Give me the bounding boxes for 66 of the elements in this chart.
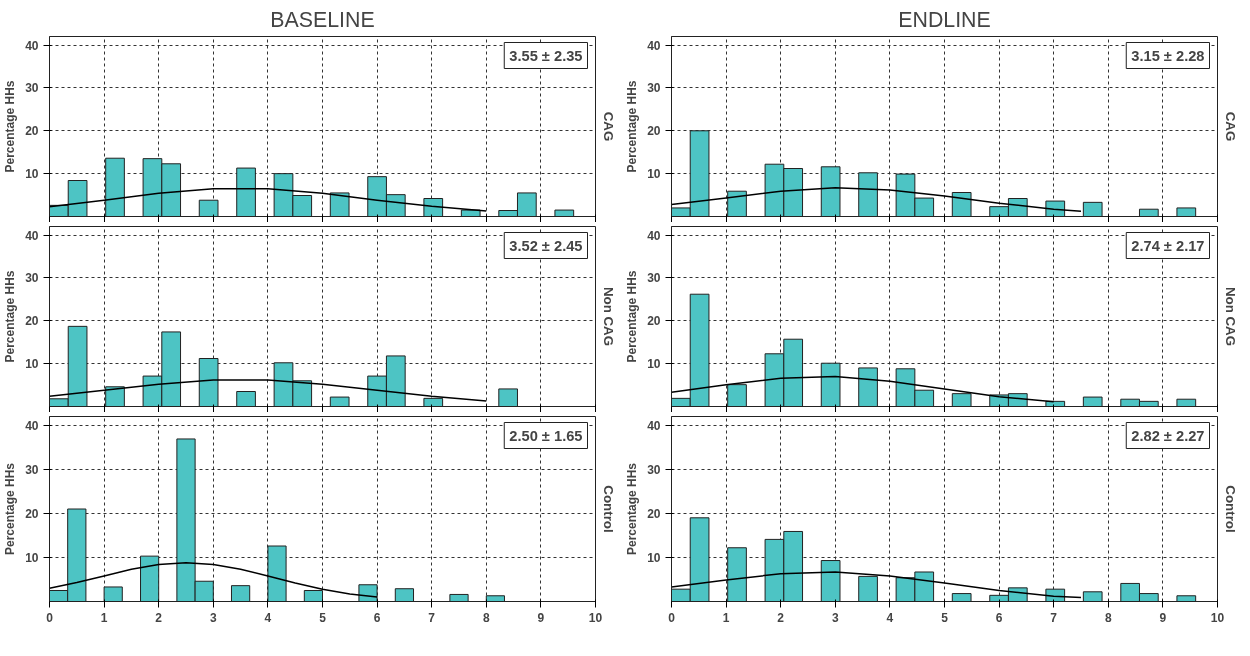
y-tick-label: 20 [647,506,661,521]
y2-axis-title: CAG [1222,111,1238,142]
x-tick-label: 0 [46,610,54,625]
y-axis-title: Percentage HHs [3,80,18,173]
y-tick-label: 30 [647,271,661,286]
y-tick-label: 30 [647,81,661,96]
y-axis-title: Percentage HHs [625,270,640,363]
y-tick-label: 40 [25,38,39,53]
x-tick-label: 2 [777,610,785,625]
y-tick-label: 30 [25,462,39,477]
y-tick-label: 10 [647,167,661,182]
chart-title: ENDLINE [898,7,991,32]
x-tick-label: 2 [155,610,163,625]
y-tick-label: 30 [647,462,661,477]
y-tick-label: 10 [25,357,39,372]
y-tick-label: 20 [647,124,661,139]
x-tick-label: 3 [831,610,839,625]
y-tick-label: 10 [25,550,39,565]
annotation: 2.82 ± 2.27 [1131,427,1205,444]
annotation: 2.74 ± 2.17 [1131,237,1205,254]
x-tick-label: 6 [373,610,381,625]
y-tick-label: 30 [25,271,39,286]
y-tick-label: 30 [25,81,39,96]
x-tick-label: 7 [428,610,436,625]
y-tick-label: 40 [25,228,39,243]
y2-axis-title: Control [600,485,616,533]
y-axis-title: Percentage HHs [625,80,640,173]
x-tick-label: 0 [668,610,676,625]
annotation: 3.52 ± 2.45 [509,237,583,254]
y-axis-title: Percentage HHs [625,462,640,556]
y2-axis-title: Control [1222,485,1238,533]
x-tick-label: 1 [100,610,108,625]
y-tick-label: 20 [647,314,661,329]
x-tick-label: 4 [264,610,272,625]
x-tick-label: 10 [588,610,603,625]
x-tick-label: 9 [1159,610,1167,625]
x-tick-label: 1 [722,610,730,625]
x-tick-label: 8 [482,610,490,625]
x-tick-label: 7 [1050,610,1058,625]
x-tick-label: 5 [319,610,327,625]
y-tick-label: 40 [647,228,661,243]
y-tick-label: 20 [25,314,39,329]
x-tick-label: 9 [537,610,545,625]
y-tick-label: 40 [647,418,661,433]
y-tick-label: 20 [25,506,39,521]
x-tick-label: 8 [1104,610,1112,625]
y-axis-title: Percentage HHs [3,462,18,556]
y-axis-title: Percentage HHs [3,270,18,363]
y2-axis-title: Non CAG [1222,286,1238,347]
y-tick-label: 40 [25,418,39,433]
y-tick-label: 10 [647,357,661,372]
y-tick-label: 10 [647,550,661,565]
annotation: 3.55 ± 2.35 [509,47,583,64]
annotation: 2.50 ± 1.65 [509,427,583,444]
y-tick-label: 10 [25,167,39,182]
x-tick-label: 10 [1210,610,1225,625]
y2-axis-title: Non CAG [600,286,616,347]
y-tick-label: 40 [647,38,661,53]
annotation: 3.15 ± 2.28 [1131,47,1205,64]
x-tick-label: 6 [995,610,1003,625]
x-tick-label: 4 [886,610,894,625]
x-tick-label: 3 [209,610,217,625]
y2-axis-title: CAG [600,111,616,142]
y-tick-label: 20 [25,124,39,139]
chart-title: BASELINE [270,7,375,32]
x-tick-label: 5 [941,610,949,625]
